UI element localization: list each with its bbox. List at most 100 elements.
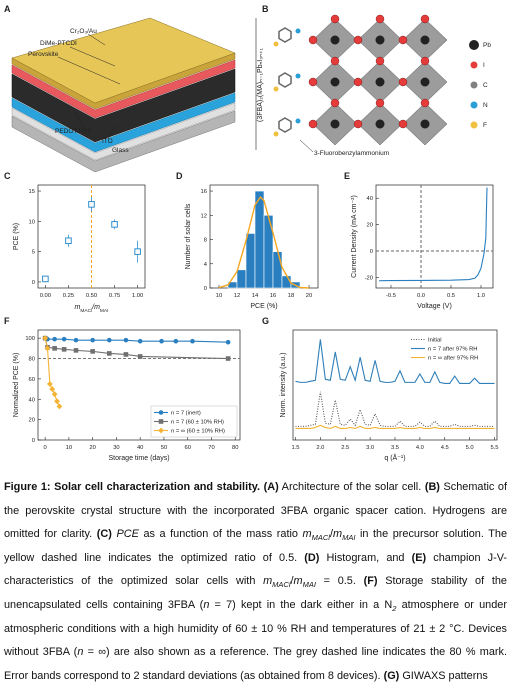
legend-label: I — [483, 62, 485, 69]
caption-run: m — [302, 528, 312, 541]
y-axis-label: Norm. intensity (a.u.) — [280, 353, 287, 418]
x-tick-label: 30 — [113, 445, 119, 451]
legend-label: n = 7 after 97% RH — [428, 347, 477, 353]
y-tick-label: 80 — [29, 357, 35, 363]
x-tick-label: 0.25 — [63, 293, 74, 299]
x-tick-label: 14 — [252, 293, 259, 299]
y-tick-label: 4 — [204, 262, 208, 268]
y-tick-label: 10 — [29, 219, 35, 225]
iodide — [353, 35, 363, 45]
iodide — [308, 119, 318, 129]
caption-run: 2 — [392, 604, 397, 614]
x-tick-label: 1.0 — [477, 293, 485, 299]
fluorine — [273, 131, 279, 137]
iodide — [353, 77, 363, 87]
x-tick-label: 3.5 — [391, 445, 399, 451]
y-tick-label: 0 — [204, 286, 207, 292]
iodide — [398, 77, 408, 87]
caption-run: champion J-V-characteristics of the opti… — [4, 551, 507, 588]
caption-run: (D) — [304, 551, 320, 564]
legend-label: F — [483, 122, 487, 129]
iodide — [308, 77, 318, 87]
label-run: m — [94, 304, 100, 311]
layer-label: Cr₂O₃/Au — [70, 28, 97, 35]
caption-run: atmosphere or under atmospheric conditio… — [4, 598, 507, 659]
legend-swatch — [470, 61, 478, 69]
lead — [375, 119, 385, 129]
plot-frame — [37, 329, 241, 441]
marker — [52, 336, 57, 342]
panel-letter: A — [4, 4, 11, 14]
fluorine — [273, 86, 279, 92]
y-tick-label: 100 — [25, 336, 35, 342]
caption-run: in the precursor solution. The yellow da… — [4, 528, 507, 564]
legend-label: n = 7 (60 ± 10% RH) — [171, 420, 224, 426]
y-tick-label: 16 — [201, 189, 207, 195]
caption-run: Schematic of the perovskite crystal stru… — [4, 481, 507, 541]
marker — [44, 345, 51, 352]
iodide — [330, 14, 340, 24]
x-axis-label: Storage time (days) — [108, 455, 169, 462]
caption-run: MAI — [342, 533, 356, 543]
x-tick-label: 10 — [216, 293, 222, 299]
iodide — [420, 56, 430, 66]
crystal-structure — [273, 14, 479, 146]
y-tick-label: 20 — [367, 223, 373, 229]
x-tick-label: 18 — [288, 293, 294, 299]
caption-run: MACl — [311, 533, 330, 543]
legend-swatch — [469, 40, 479, 50]
caption-run: = 0.5. — [315, 575, 364, 588]
x-tick-label: 60 — [184, 445, 190, 451]
caption-run: PCE — [111, 528, 139, 541]
legend-label: n = 7 (inert) — [171, 411, 201, 417]
marker — [46, 381, 53, 387]
x-tick-label: 0.00 — [40, 293, 51, 299]
iodide — [308, 35, 318, 45]
y-tick-label: -20 — [365, 275, 373, 281]
label-run: MAI — [100, 308, 109, 314]
caption-run: (B) — [424, 481, 440, 493]
y-tick-label: 8 — [204, 238, 207, 244]
marker — [42, 335, 49, 342]
marker — [49, 386, 56, 392]
nitrogen — [295, 73, 301, 79]
marker — [106, 337, 112, 343]
histogram-bar — [254, 190, 265, 289]
data-line — [295, 424, 495, 430]
panel-letter: G — [262, 316, 269, 326]
x-tick-label: -0.5 — [386, 293, 396, 299]
nitrogen — [295, 28, 301, 34]
y-axis-label: Number of solar cells — [185, 203, 192, 269]
benzene-ring — [278, 117, 292, 133]
caption-run: Figure 1: Solar cell characterization an… — [4, 481, 264, 493]
marker — [90, 337, 95, 343]
marker — [61, 336, 67, 342]
y-tick-label: 0 — [32, 280, 35, 286]
marker — [90, 349, 95, 354]
marker — [106, 351, 112, 356]
layer-label: PEDOT:PSS — [55, 128, 92, 135]
layer-label: DiMe-PTCDI — [40, 40, 77, 47]
y-axis-label: Current Density (mA cm⁻²) — [351, 195, 358, 278]
label-run: m — [75, 304, 81, 311]
marker — [158, 419, 164, 424]
marker — [61, 347, 67, 352]
marker — [158, 427, 164, 434]
iodide — [330, 98, 340, 108]
x-tick-label: 4.0 — [416, 445, 424, 451]
marker — [73, 348, 79, 353]
marker — [51, 391, 58, 398]
x-tick-label: 0.0 — [417, 293, 425, 299]
iodide — [420, 98, 430, 108]
panel-letter: F — [4, 316, 10, 326]
caption-run: (F) — [363, 575, 378, 588]
lead — [375, 35, 385, 45]
iodide — [398, 35, 408, 45]
x-tick-label: 12 — [234, 293, 240, 299]
caption-run: Storage stability of the unencapsulated … — [4, 575, 507, 611]
iodide — [398, 119, 408, 129]
legend-label: Initial — [428, 338, 442, 344]
x-tick-label: 2.0 — [316, 445, 324, 451]
lead — [420, 119, 430, 129]
legend-swatch — [470, 101, 478, 109]
